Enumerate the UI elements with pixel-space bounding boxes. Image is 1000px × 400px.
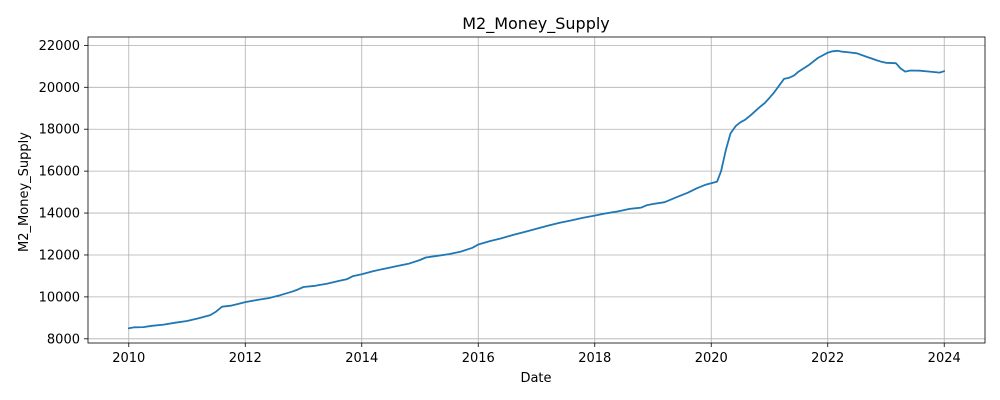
y-tick-label: 8000 — [47, 332, 80, 347]
y-tick-label: 20000 — [39, 81, 80, 96]
y-tick-label: 12000 — [39, 248, 80, 263]
x-tick-label: 2022 — [811, 351, 844, 366]
y-tick-label: 14000 — [39, 207, 80, 222]
y-tick-label: 18000 — [39, 123, 80, 138]
series-layer — [127, 49, 946, 330]
axis-ticks: 2010 2012 2014 2016 2018 2020 2022 2024 8000 1000… — [39, 39, 961, 366]
x-axis-title: Date — [520, 371, 551, 386]
x-tick-label: 2024 — [928, 351, 961, 366]
plot-frame — [87, 36, 986, 344]
series-line — [127, 49, 946, 330]
x-tick-label: 2018 — [578, 351, 611, 366]
y-axis-title: M2_Money_Supply — [17, 132, 32, 252]
x-tick-label: 2020 — [695, 351, 728, 366]
x-tick-label: 2010 — [112, 351, 145, 366]
x-tick-label: 2014 — [345, 351, 378, 366]
grid-lines — [88, 37, 985, 343]
x-tick-label: 2016 — [462, 351, 495, 366]
y-tick-label: 16000 — [39, 165, 80, 180]
chart-title: M2_Money_Supply — [462, 14, 610, 34]
y-tick-label: 10000 — [39, 290, 80, 305]
x-tick-label: 2012 — [229, 351, 262, 366]
y-tick-label: 22000 — [39, 39, 80, 54]
